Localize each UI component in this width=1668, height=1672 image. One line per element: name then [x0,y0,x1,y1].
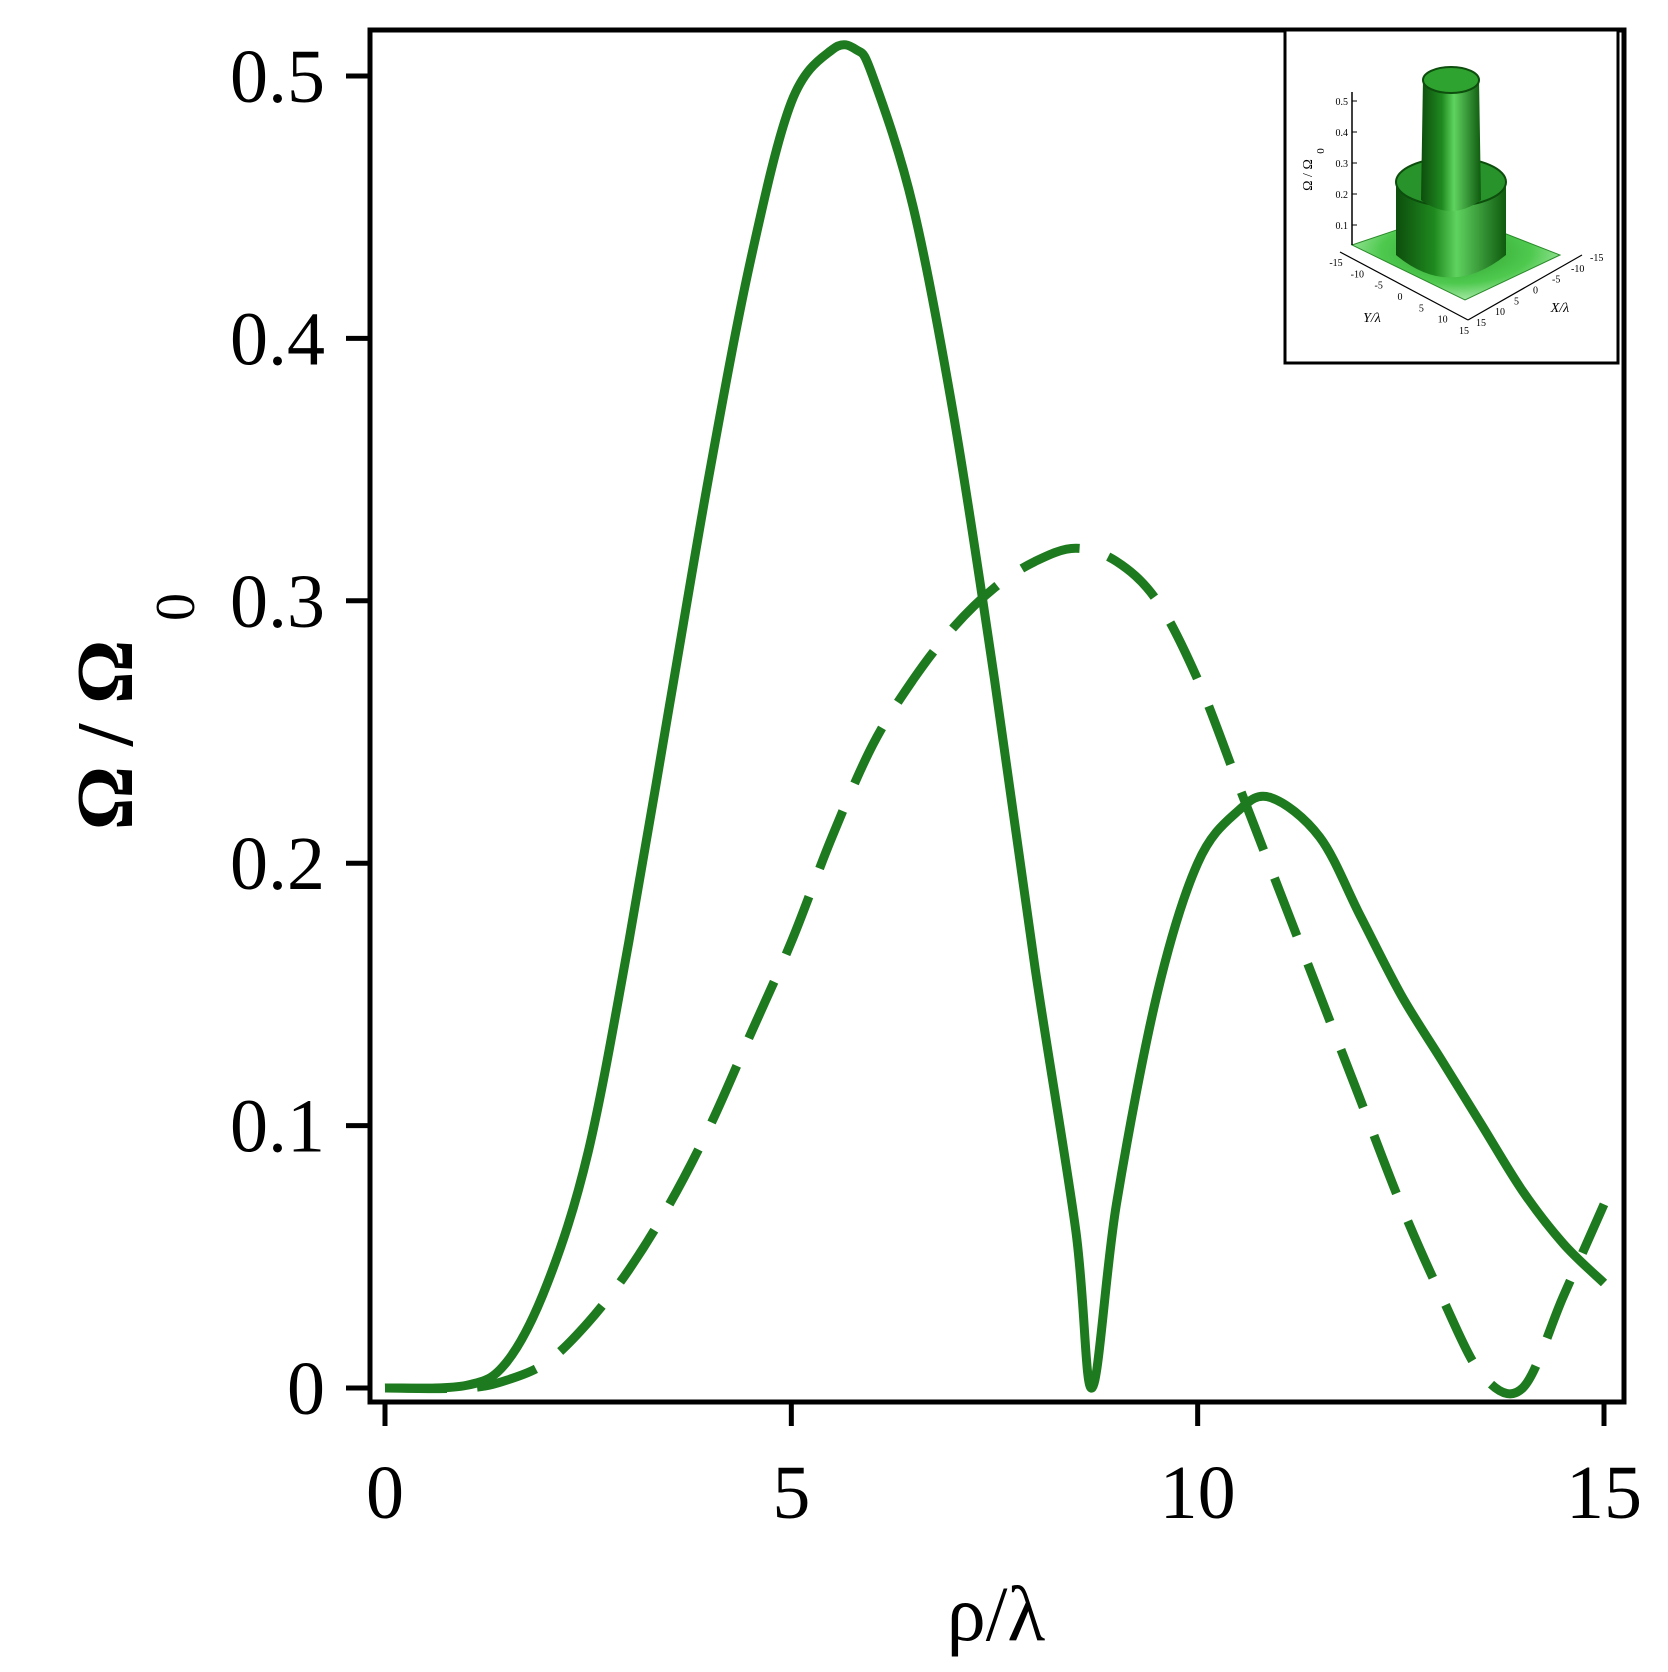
inset-y-tick-label: -10 [1351,269,1364,280]
inset-z-label-main: Ω / Ω [1301,159,1316,191]
y-tick-label: 0.2 [230,822,325,906]
inset-y-ticks: -15 -10 -5 0 5 10 15 [1329,258,1469,337]
inset-inner-column [1421,78,1481,211]
inset-y-axis [1339,251,1469,321]
y-tick-label: 0.4 [230,297,325,381]
x-tick-label: 15 [1566,1451,1642,1535]
y-axis-label-main: Ω / Ω [62,640,150,830]
plot-frame [367,27,1627,1405]
axis-ticks [346,73,1607,1426]
x-tick-label: 5 [772,1451,810,1535]
y-tick-label: 0 [287,1347,325,1431]
inset-y-tick-label: 5 [1419,303,1424,314]
inset-x-tick-label: 15 [1476,318,1486,329]
inset-x-tick-label: -15 [1590,253,1603,264]
inset-x-tick-label: -5 [1552,275,1560,286]
inset-z-label-sub: 0 [1315,148,1327,154]
inset-x-tick-label: 10 [1495,307,1505,318]
y-axis-label-sub: 0 [145,593,207,621]
inset-z-tick-label: 0.5 [1336,97,1349,108]
y-tick-label: 0.1 [230,1085,325,1169]
y-tick-label: 0.5 [230,35,325,119]
inset-z-ticks: 0.1 0.2 0.3 0.4 0.5 [1336,97,1357,232]
inset-x-tick-label: 0 [1533,286,1538,297]
inset-y-tick-label: -15 [1329,258,1342,269]
inset-z-tick-label: 0.3 [1336,159,1349,170]
inset-z-tick-label: 0.1 [1336,221,1349,232]
inset-x-tick-label: -10 [1571,264,1584,275]
series-layer [384,40,1609,1399]
inset-inner-column-top [1422,66,1480,94]
x-tick-label: 10 [1160,1451,1236,1535]
inset-x-ticks: -15 -10 -5 0 5 10 15 [1476,253,1603,329]
inset-x-axis-label: X/λ [1550,301,1570,316]
axis-tick-labels: 0 5 10 15 0 0.1 0.2 0.3 0.4 0.5 [230,35,1642,1535]
inset-z-label: Ω / Ω 0 [1301,148,1327,191]
inset-x-axis [1467,254,1583,321]
inset-y-tick-label: 10 [1438,315,1448,326]
solid-series-line [384,40,1608,1393]
inset-y-tick-label: 15 [1459,326,1469,337]
y-tick-label: 0.3 [230,560,325,644]
dashed-series-line [384,543,1609,1399]
inset-y-axis-label: Y/λ [1363,311,1381,326]
x-tick-label: 0 [366,1451,404,1535]
x-axis-label: ρ/λ [947,1570,1046,1657]
inset-x-tick-label: 5 [1514,296,1519,307]
y-axis-label: Ω / Ω 0 [62,593,207,830]
inset-z-tick-label: 0.2 [1336,190,1349,201]
inset-z-tick-label: 0.4 [1336,128,1349,139]
inset-plot: 0.1 0.2 0.3 0.4 0.5 Ω / Ω 0 -15 -10 -5 0 5 10 15 -… [1283,28,1620,365]
inset-outer-ring [1396,182,1506,278]
inset-y-tick-label: 0 [1398,292,1403,303]
inset-y-tick-label: -5 [1374,281,1382,292]
